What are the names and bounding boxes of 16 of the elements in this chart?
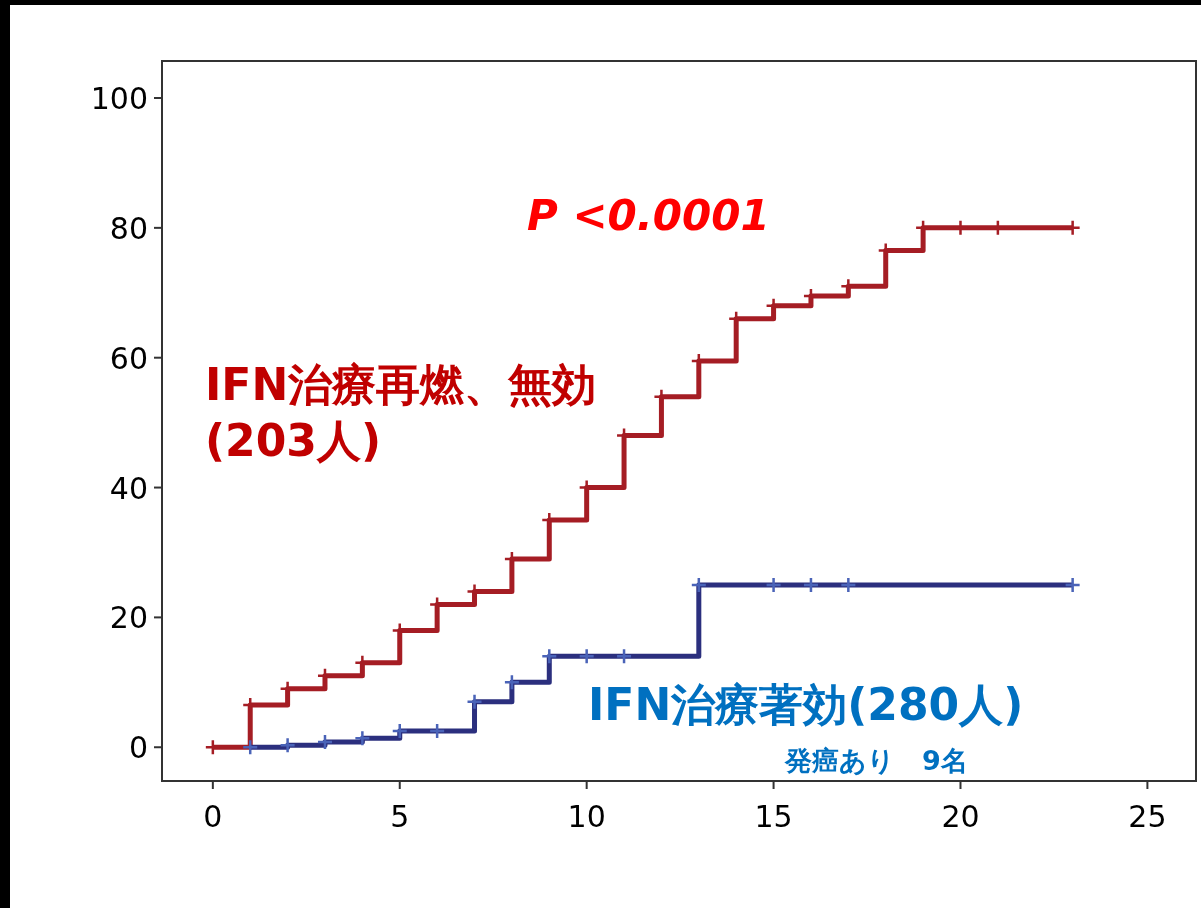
y-tick-label: 80: [109, 210, 148, 246]
series-label: IFN治療再燃、無効 (203人): [205, 359, 597, 466]
y-tick-label: 100: [90, 81, 148, 117]
y-tick-label: 0: [128, 730, 148, 766]
series-label: IFN治療著効(280人): [588, 679, 1024, 730]
x-tick-label: 0: [203, 799, 223, 834]
annotation: 発癌あり 9名: [784, 745, 968, 776]
x-tick-label: 5: [390, 799, 410, 834]
y-tick-label: 40: [109, 470, 148, 506]
x-tick-label: 25: [1128, 799, 1167, 834]
x-tick-label: 20: [941, 799, 980, 834]
y-tick-label: 20: [109, 600, 148, 636]
annotation: P <0.0001: [527, 191, 770, 240]
y-tick-label: 60: [109, 340, 148, 376]
x-tick-label: 10: [567, 799, 606, 834]
x-tick-label: 15: [754, 799, 793, 834]
